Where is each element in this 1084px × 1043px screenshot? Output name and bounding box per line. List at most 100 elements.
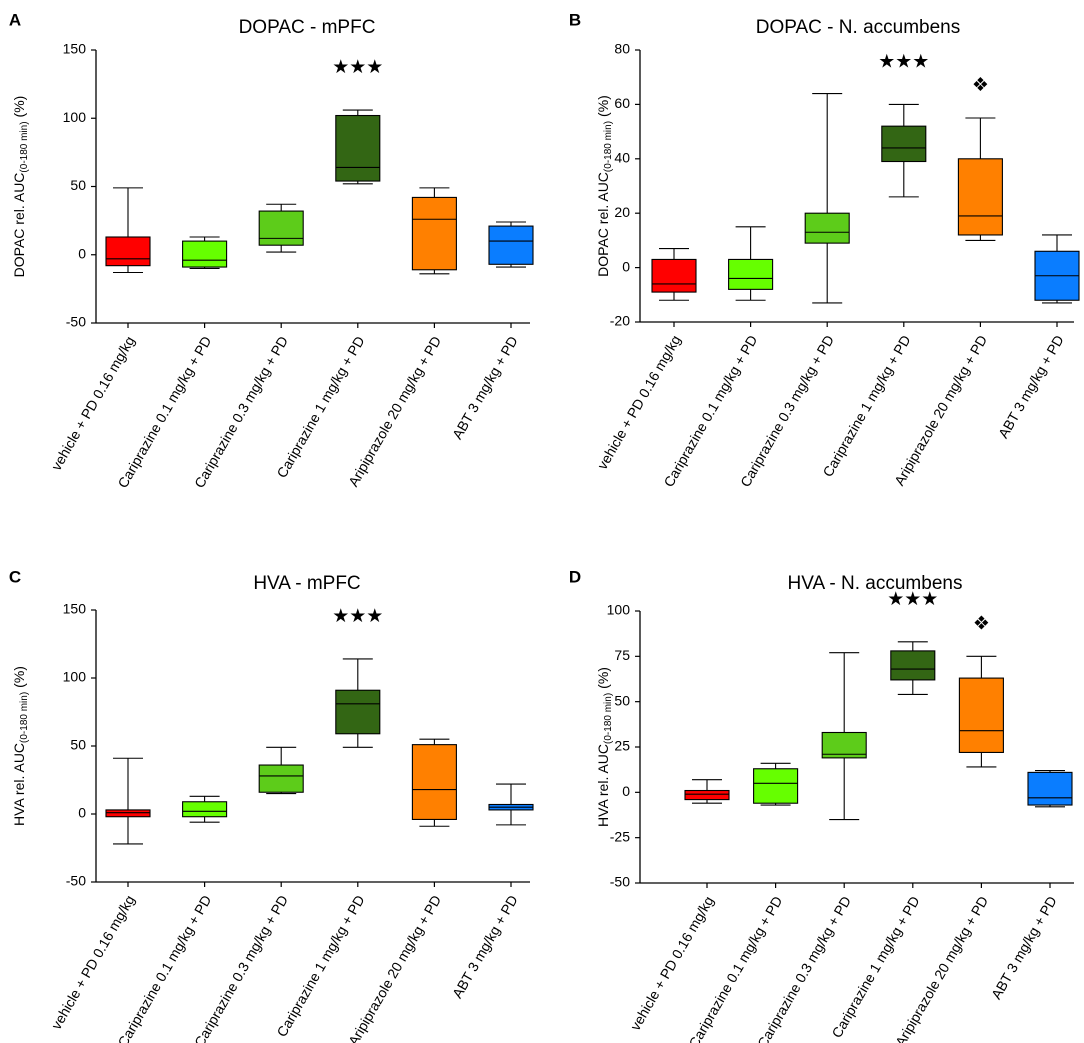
box-body (258, 764, 304, 793)
x-tick-label: ABT 3 mg/kg + PD (988, 893, 1060, 1002)
box-4 (881, 103, 927, 198)
box-body (957, 158, 1003, 236)
x-tick-label: vehicle + PD 0.16 mg/kg (594, 332, 684, 472)
box-body (335, 114, 381, 182)
y-tick-label: -25 (610, 828, 630, 844)
chart-panel-d: D HVA - N. accumbens -50 -25 0 25 50 75 100 HVA r… (569, 567, 1074, 1043)
x-tick-label: ABT 3 mg/kg + PD (995, 332, 1067, 441)
box-body (1027, 771, 1073, 806)
y-tick-label: 25 (614, 738, 630, 754)
y-axis-label-main: HVA rel. AUC (11, 743, 27, 826)
box-5 (411, 187, 457, 275)
box-6 (1027, 770, 1073, 808)
x-tick-label: ABT 3 mg/kg + PD (449, 892, 521, 1001)
y-axis-label-main: HVA rel. AUC (595, 744, 611, 827)
x-tick-label: Aripiprazole 20 mg/kg + PD (891, 332, 990, 488)
y-tick-label: 0 (78, 245, 86, 261)
box-6 (488, 783, 534, 826)
box-3 (804, 92, 850, 304)
y-axis-label-subscript: (0-180 min) (19, 692, 30, 743)
chart-title: HVA - mPFC (253, 573, 360, 594)
box-3 (821, 652, 867, 821)
y-axis-label: HVA rel. AUC(0-180 min) (%) (11, 666, 30, 826)
y-tick-label: 50 (614, 692, 630, 708)
significance-marker: ❖ (972, 75, 989, 96)
box-1 (684, 779, 730, 804)
chart-title: DOPAC - mPFC (239, 17, 376, 38)
box-2 (728, 226, 774, 301)
y-axis-label-subscript: (0-180 min) (603, 121, 614, 172)
box-5 (957, 117, 1003, 241)
box-body (411, 744, 457, 820)
box-body (488, 225, 534, 265)
y-tick-label: 150 (63, 41, 87, 57)
significance-stars: ★★★ (332, 606, 383, 627)
box-body (182, 240, 228, 268)
box-body (684, 789, 730, 801)
y-tick-label: 40 (614, 150, 630, 166)
y-tick-label: 20 (614, 204, 630, 220)
panel-label: B (569, 10, 581, 29)
x-tick-label: vehicle + PD 0.16 mg/kg (48, 892, 138, 1032)
box-body (651, 258, 697, 293)
y-axis-label-main: DOPAC rel. AUC (595, 172, 611, 277)
box-body (105, 236, 151, 267)
x-tick-label: Cariprazine 1 mg/kg + PD (819, 332, 913, 479)
chart-panel-b: B DOPAC - N. accumbens -20 0 20 40 60 80 DOPAC r… (569, 10, 1080, 490)
y-axis-label-unit: (%) (11, 666, 27, 688)
box-3 (258, 203, 304, 253)
chart-title: HVA - N. accumbens (788, 573, 963, 594)
y-tick-label: -50 (610, 874, 630, 890)
significance-marker: ❖ (973, 613, 990, 634)
y-tick-label: -50 (66, 873, 86, 889)
y-tick-label: 75 (614, 647, 630, 663)
box-body (105, 809, 151, 818)
panel-label: C (9, 567, 21, 586)
significance-stars: ★★★ (887, 589, 938, 610)
y-tick-label: -20 (610, 313, 630, 329)
box-body (753, 768, 799, 804)
significance-stars: ★★★ (878, 51, 929, 72)
y-tick-label: -50 (66, 314, 86, 330)
y-tick-label: 50 (70, 177, 86, 193)
box-body (890, 650, 936, 681)
y-axis-label: DOPAC rel. AUC(0-180 min) (%) (11, 96, 30, 278)
y-tick-label: 0 (622, 783, 630, 799)
y-axis-label-unit: (%) (595, 667, 611, 689)
chart-title: DOPAC - N. accumbens (756, 17, 960, 38)
y-tick-label: 0 (78, 805, 86, 821)
box-body (881, 125, 927, 163)
x-tick-label: Cariprazine 1 mg/kg + PD (273, 333, 367, 480)
box-1 (651, 248, 697, 301)
box-5 (411, 738, 457, 827)
box-body (958, 677, 1004, 753)
box-6 (488, 221, 534, 268)
y-axis-label-subscript: (0-180 min) (603, 693, 614, 744)
box-6 (1034, 234, 1080, 304)
y-axis-label-main: DOPAC rel. AUC (11, 173, 27, 278)
x-tick-label: Cariprazine 1 mg/kg + PD (273, 892, 367, 1039)
y-tick-label: 100 (63, 669, 87, 685)
box-4 (335, 658, 381, 748)
x-tick-label: Aripiprazole 20 mg/kg + PD (345, 333, 444, 489)
box-1 (105, 187, 151, 274)
box-5 (958, 655, 1004, 768)
y-tick-label: 80 (614, 41, 630, 57)
box-body (728, 258, 774, 290)
panel-label: D (569, 567, 581, 586)
box-body (335, 689, 381, 735)
x-tick-label: vehicle + PD 0.16 mg/kg (48, 333, 138, 473)
box-1 (105, 757, 151, 845)
y-tick-label: 60 (614, 95, 630, 111)
y-tick-label: 100 (63, 109, 87, 125)
y-axis-label-subscript: (0-180 min) (19, 121, 30, 172)
x-tick-label: ABT 3 mg/kg + PD (449, 333, 521, 442)
box-2 (182, 236, 228, 269)
box-3 (258, 746, 304, 795)
box-body (258, 210, 304, 246)
y-tick-label: 100 (607, 602, 631, 618)
box-4 (890, 641, 936, 695)
box-body (821, 731, 867, 759)
